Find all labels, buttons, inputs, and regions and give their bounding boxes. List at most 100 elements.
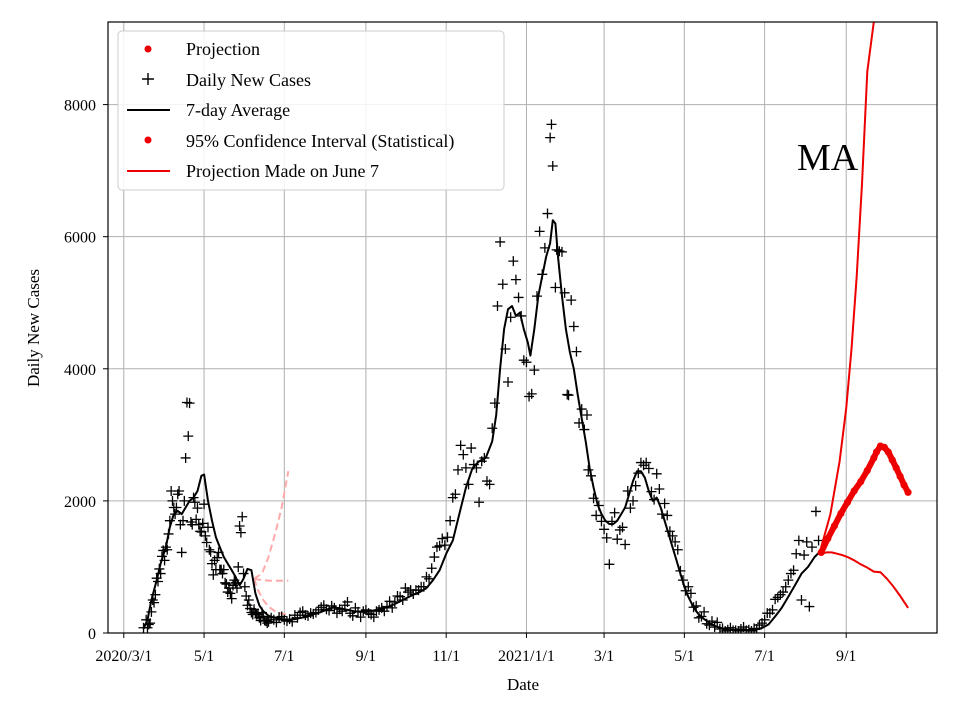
daily-case-point [672,544,683,555]
daily-case-point [770,594,781,605]
daily-case-point [492,301,503,312]
daily-case-point [542,208,553,219]
daily-case-point [231,583,242,594]
daily-case-point [725,622,736,633]
daily-case-point [235,527,246,538]
x-tick-label: 7/1 [274,648,294,665]
daily-case-point [431,542,442,553]
daily-case-point [780,581,791,592]
x-tick-label: 9/1 [836,648,856,665]
old-projection-dashed-line [253,471,290,580]
daily-case-point [810,506,821,517]
daily-case-point [699,606,710,617]
x-tick-label: 2020/3/1 [95,648,152,665]
projection-point [904,488,912,496]
daily-case-point [342,596,353,607]
daily-case-point [813,535,824,546]
plot-area [138,22,912,633]
daily-case-point [735,624,746,633]
daily-case-point [801,536,812,547]
daily-case-point [189,497,200,508]
daily-case-point [226,593,237,604]
y-tick-label: 6000 [64,230,96,247]
daily-case-point [526,388,537,399]
daily-case-point [791,548,802,559]
daily-case-point [767,604,778,615]
daily-case-point [212,552,223,563]
daily-case-point [368,612,379,623]
daily-case-point [208,569,219,580]
daily-case-point [783,575,794,586]
plot-frame [107,21,938,634]
daily-case-point [604,559,615,570]
daily-case-point [234,520,245,531]
daily-case-point [617,522,628,533]
daily-case-point [209,555,220,566]
daily-case-point [445,515,456,526]
daily-case-point [424,573,435,584]
y-tick-label: 0 [88,626,96,643]
daily-case-point [643,463,654,474]
daily-case-point [458,449,469,460]
daily-case-point [510,274,521,285]
daily-case-point [201,537,212,548]
daily-case-point [614,524,625,535]
daily-case-point [197,518,208,529]
daily-case-point [205,546,216,557]
daily-case-point [599,524,610,535]
y-axis-title: Daily New Cases [24,269,43,387]
x-axis: 2020/3/1 5/1 7/1 9/1 11/1 2021/1/1 3/1 5/1 7/1 9/… [95,633,856,665]
daily-case-point [295,607,306,618]
daily-case-point [534,226,545,237]
daily-case-point [225,588,236,599]
daily-case-point [772,592,783,603]
legend-marker-projection [144,45,152,53]
x-tick-label: 3/1 [594,648,614,665]
daily-case-point [503,376,514,387]
daily-case-point [204,544,215,555]
daily-case-point [620,539,631,550]
daily-case-point [566,295,577,306]
daily-case-point [550,282,561,293]
daily-case-point [638,460,649,471]
daily-case-point [384,596,395,607]
daily-case-point [487,423,498,434]
daily-case-point [176,547,187,558]
daily-case-point [174,485,185,496]
daily-case-point [521,357,532,368]
daily-case-point [775,589,786,600]
x-tick-label: 11/1 [432,648,460,665]
daily-case-point [513,292,524,303]
daily-case-point [455,440,466,451]
daily-case-point [403,587,414,598]
legend-box [117,30,505,191]
daily-case-point [796,594,807,605]
series-layer [138,22,912,633]
daily-case-point [363,608,374,619]
projection-point [857,478,865,486]
daily-case-point [439,540,450,551]
projection-point [843,498,852,506]
daily-case-point [524,391,535,402]
daily-case-point [571,346,582,357]
seven-day-average-line [142,219,822,632]
daily-case-point [547,160,558,171]
x-axis-title: Date [507,675,539,694]
daily-case-point [178,515,189,526]
x-tick-label: 9/1 [356,648,376,665]
confidence-interval-line [820,22,875,548]
daily-case-point [508,256,519,267]
daily-case-point [450,489,461,500]
projection-point [892,464,900,472]
daily-case-point [556,246,567,257]
daily-case-point [203,522,214,533]
daily-case-point [243,594,254,605]
daily-case-point [184,398,195,409]
y-tick-label: 8000 [64,98,96,115]
projection-point [830,522,838,530]
daily-case-point [281,616,292,627]
daily-case-point [460,462,471,473]
daily-case-point [347,610,358,621]
daily-case-point [804,601,815,612]
daily-case-point [778,587,789,598]
